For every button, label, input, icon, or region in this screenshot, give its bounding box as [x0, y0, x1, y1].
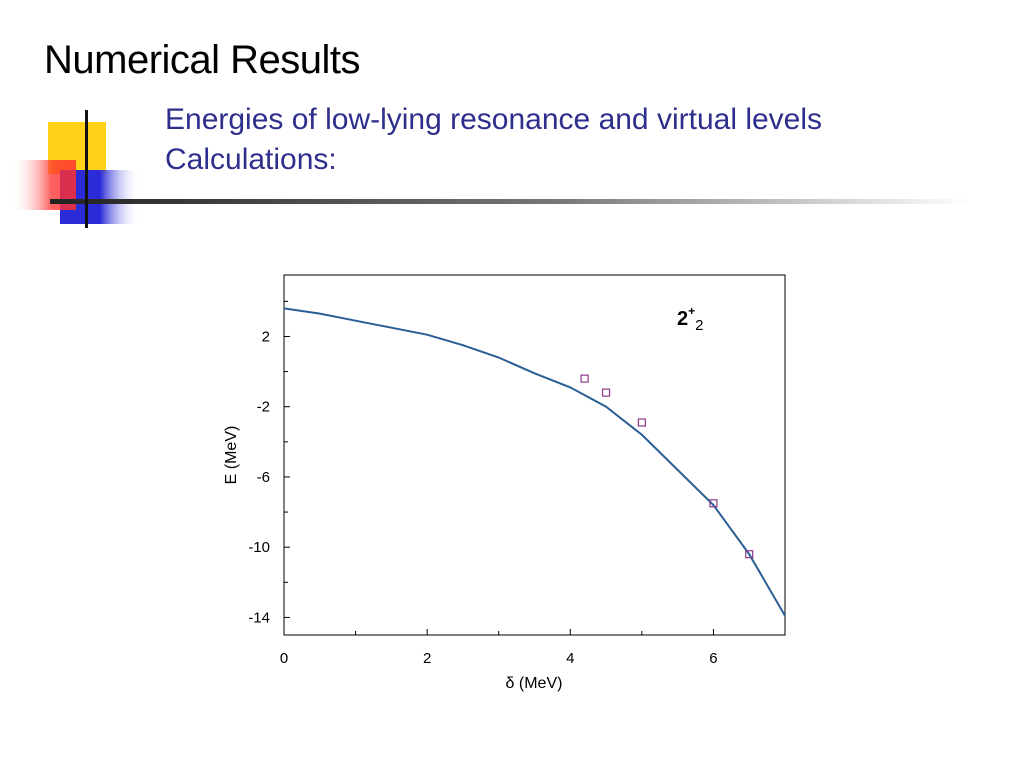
corner-decoration — [14, 110, 970, 228]
deco-horizontal-line — [50, 199, 970, 204]
y-tick-label: 2 — [262, 328, 270, 345]
slide-title: Numerical Results — [44, 38, 361, 82]
y-tick-label: -10 — [248, 539, 270, 556]
data-point-marker — [601, 388, 611, 397]
x-axis-label: δ (MeV) — [506, 675, 563, 692]
x-tick-label: 6 — [709, 650, 717, 667]
y-tick-label: -2 — [257, 399, 270, 416]
x-tick-label: 4 — [566, 650, 574, 667]
slide-subtitle-line1: Energies of low-lying resonance and virt… — [165, 103, 823, 136]
x-tick-label: 0 — [280, 650, 288, 667]
x-tick-label: 2 — [423, 650, 431, 667]
data-point-marker — [709, 499, 718, 508]
deco-vertical-line — [85, 110, 88, 228]
data-point-marker — [637, 418, 646, 427]
y-tick-label: -14 — [248, 609, 270, 626]
level-label-sub: 2 — [695, 317, 703, 334]
series-curve — [283, 307, 786, 617]
y-axis-label: E (MeV) — [223, 426, 240, 485]
plot-frame — [283, 274, 786, 636]
slide-subtitle-line2: Calculations: — [165, 143, 337, 176]
level-label: 2+2 — [677, 304, 703, 334]
data-point-marker — [745, 550, 754, 559]
data-point-marker — [580, 374, 589, 383]
y-tick-label: -6 — [257, 469, 270, 486]
level-label-sup: + — [688, 304, 695, 318]
